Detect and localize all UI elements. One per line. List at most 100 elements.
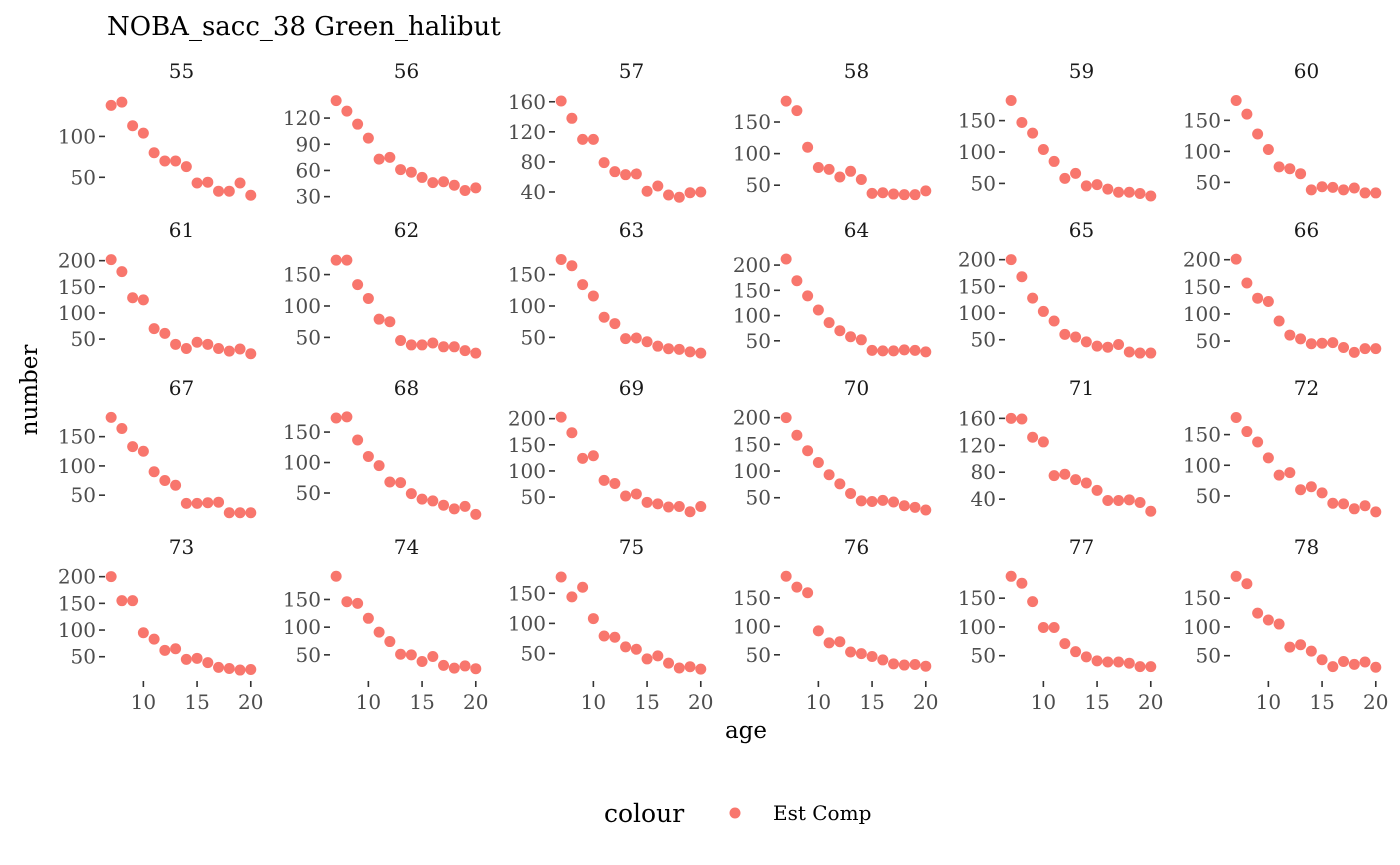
legend: colour Est Comp — [604, 799, 871, 828]
data-point — [1102, 183, 1114, 195]
data-point — [1252, 436, 1264, 448]
data-point — [1273, 315, 1285, 327]
data-point — [1048, 155, 1060, 167]
data-point — [1348, 658, 1360, 670]
data-point — [180, 497, 192, 509]
data-point — [1091, 340, 1103, 352]
data-point — [395, 164, 407, 176]
data-point — [105, 571, 117, 583]
facet-label: 71 — [1069, 376, 1094, 400]
y-tick-label: 150 — [1183, 108, 1221, 132]
data-point — [127, 120, 139, 132]
data-point — [780, 412, 792, 424]
data-point — [620, 169, 632, 181]
data-point — [1370, 506, 1382, 518]
facet-panel: 55 50 100 — [58, 59, 257, 201]
data-point — [1016, 116, 1028, 128]
data-point — [609, 166, 621, 178]
data-point — [888, 496, 900, 508]
data-point — [245, 507, 257, 519]
data-point — [1241, 578, 1253, 590]
data-point — [1241, 277, 1253, 289]
y-tick-label: 100 — [1183, 302, 1221, 326]
data-point — [1005, 570, 1017, 582]
facet-panel: 58 50 100 150 — [733, 59, 932, 201]
data-point — [405, 339, 417, 351]
facet-panels: 5550100563060901205740801201605850100150… — [58, 59, 1389, 714]
data-point — [416, 655, 428, 667]
y-tick-label: 100 — [283, 294, 321, 318]
legend-key-point — [729, 807, 741, 819]
data-point — [416, 171, 428, 183]
data-point — [373, 313, 385, 325]
data-point — [352, 279, 364, 291]
data-point — [448, 662, 460, 674]
data-point — [202, 497, 214, 509]
facet-label: 63 — [619, 218, 644, 242]
data-point — [577, 133, 589, 145]
data-point — [1262, 452, 1274, 464]
data-point — [1080, 180, 1092, 192]
data-point — [1327, 497, 1339, 509]
data-point — [116, 266, 128, 278]
data-point — [438, 176, 450, 188]
data-point — [641, 185, 653, 197]
data-point — [213, 185, 225, 197]
data-point — [213, 342, 225, 354]
data-point — [1005, 95, 1017, 107]
y-tick-label: 200 — [733, 253, 771, 277]
facet-panel: 77 50 100 150 10 15 20 — [958, 535, 1164, 714]
data-point — [362, 450, 374, 462]
data-point — [587, 133, 599, 145]
data-point — [1102, 494, 1114, 506]
data-point — [116, 422, 128, 434]
data-point — [1262, 144, 1274, 155]
data-point — [148, 147, 160, 159]
data-point — [898, 500, 910, 512]
facet-label: 59 — [1069, 59, 1094, 83]
y-tick-label: 50 — [71, 483, 96, 507]
data-point — [791, 581, 803, 593]
x-tick-label: 10 — [581, 690, 606, 714]
y-tick-label: 50 — [521, 325, 546, 349]
data-point — [137, 127, 149, 139]
data-point — [620, 490, 632, 502]
data-point — [652, 650, 664, 662]
data-point — [127, 595, 139, 607]
facet-label: 73 — [169, 535, 194, 559]
data-point — [663, 343, 675, 355]
y-tick-label: 150 — [958, 109, 996, 133]
data-point — [791, 105, 803, 117]
y-tick-label: 100 — [733, 459, 771, 483]
data-point — [384, 476, 396, 488]
facet-label: 60 — [1294, 59, 1319, 83]
data-point — [791, 275, 803, 287]
data-point — [1316, 654, 1328, 666]
y-tick-label: 120 — [283, 106, 321, 130]
data-point — [1241, 426, 1253, 438]
data-point — [812, 456, 824, 468]
y-tick-label: 150 — [58, 591, 96, 615]
data-point — [362, 292, 374, 304]
data-point — [223, 345, 235, 357]
data-point — [898, 659, 910, 671]
data-point — [598, 630, 610, 642]
data-point — [373, 626, 385, 638]
data-point — [620, 333, 632, 345]
y-tick-label: 50 — [71, 327, 96, 351]
data-point — [587, 450, 599, 462]
data-point — [1284, 163, 1296, 175]
data-point — [641, 336, 653, 348]
data-point — [1262, 295, 1274, 307]
data-point — [909, 501, 921, 513]
x-tick-label: 20 — [1138, 690, 1163, 714]
data-point — [888, 188, 900, 200]
y-tick-label: 40 — [521, 180, 546, 204]
facet-label: 61 — [169, 218, 194, 242]
data-point — [780, 95, 792, 107]
y-tick-label: 50 — [746, 486, 771, 510]
y-tick-label: 100 — [1183, 139, 1221, 163]
y-tick-label: 150 — [733, 278, 771, 302]
facet-panel: 60 50 100 150 — [1183, 59, 1382, 199]
